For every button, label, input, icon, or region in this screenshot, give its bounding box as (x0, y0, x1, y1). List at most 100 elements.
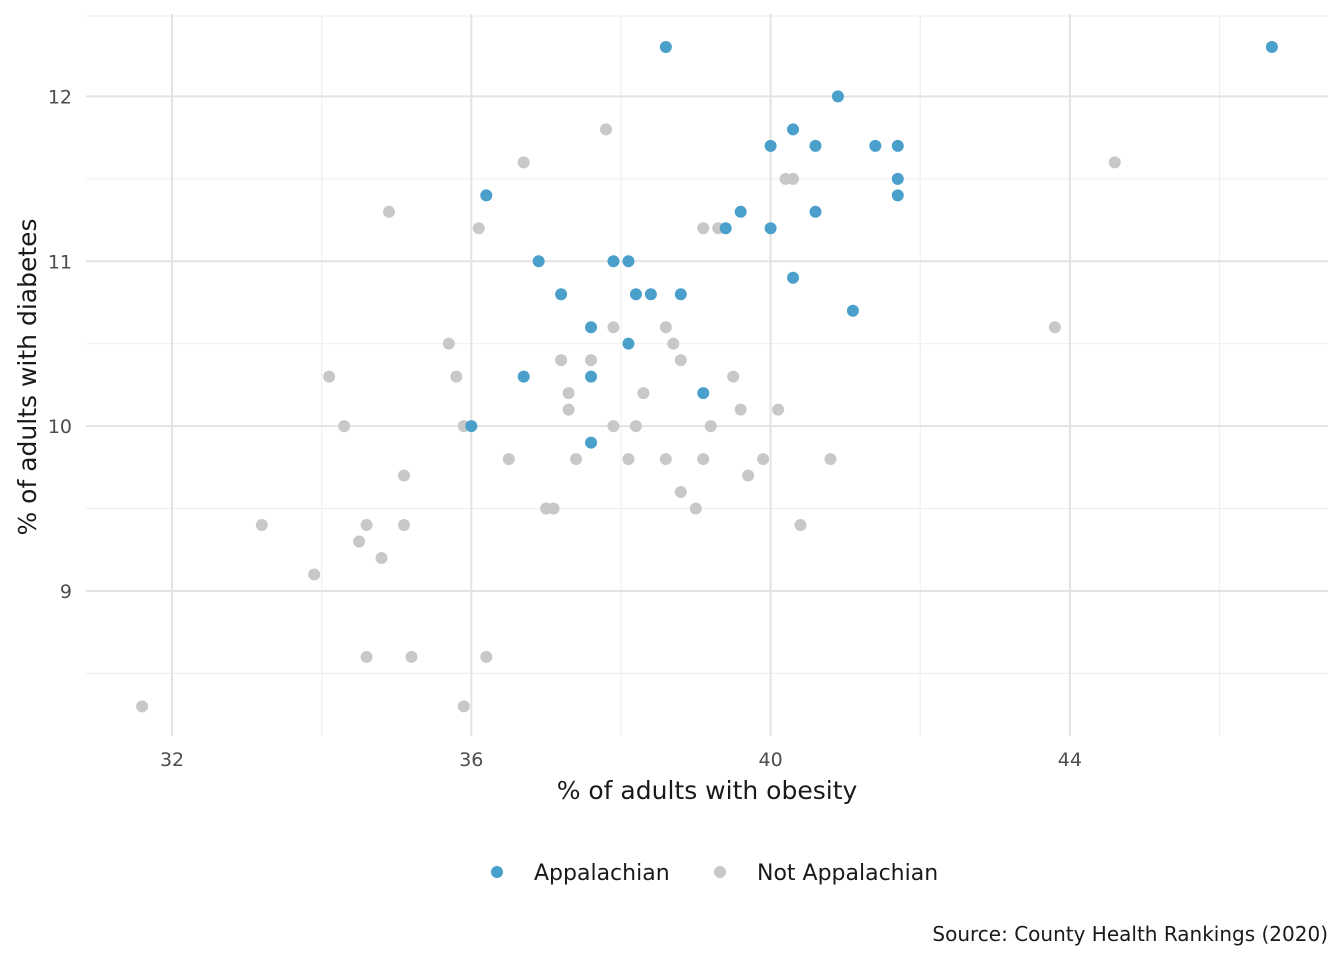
data-points (136, 40, 1278, 713)
point-appalachian (1265, 40, 1278, 53)
point-appalachian (869, 139, 882, 152)
point-not-appalachian (562, 387, 575, 400)
point-not-appalachian (689, 502, 702, 515)
point-appalachian (555, 288, 568, 301)
point-not-appalachian (742, 469, 755, 482)
point-not-appalachian (450, 370, 463, 383)
point-not-appalachian (674, 354, 687, 367)
legend-label-not-appalachian: Not Appalachian (757, 861, 938, 886)
point-not-appalachian (405, 650, 418, 663)
point-not-appalachian (457, 700, 470, 713)
point-not-appalachian (727, 370, 740, 383)
legend-label-appalachian: Appalachian (534, 861, 670, 886)
point-not-appalachian (674, 486, 687, 499)
x-tick-label: 32 (160, 749, 184, 771)
point-not-appalachian (1048, 321, 1061, 334)
point-not-appalachian (607, 321, 620, 334)
point-not-appalachian (323, 370, 336, 383)
point-appalachian (674, 288, 687, 301)
point-not-appalachian (397, 469, 410, 482)
point-not-appalachian (570, 453, 583, 466)
x-tick-label: 44 (1058, 749, 1082, 771)
tick-labels: 32 36 40 44 9 10 11 12 (48, 86, 1082, 771)
point-not-appalachian (629, 420, 642, 433)
y-tick-label: 11 (48, 251, 72, 273)
point-appalachian (764, 139, 777, 152)
point-appalachian (831, 90, 844, 103)
point-not-appalachian (338, 420, 351, 433)
x-axis-title: % of adults with obesity (557, 776, 858, 805)
point-appalachian (622, 255, 635, 268)
point-not-appalachian (824, 453, 837, 466)
point-appalachian (532, 255, 545, 268)
point-not-appalachian (787, 172, 800, 185)
point-not-appalachian (360, 519, 373, 532)
point-not-appalachian (562, 403, 575, 416)
point-appalachian (659, 40, 672, 53)
point-appalachian (891, 139, 904, 152)
point-not-appalachian (599, 123, 612, 136)
point-appalachian (809, 139, 822, 152)
y-tick-label: 12 (48, 86, 72, 108)
point-appalachian (607, 255, 620, 268)
x-tick-label: 40 (759, 749, 783, 771)
point-appalachian (891, 172, 904, 185)
y-axis-title: % of adults with diabetes (13, 218, 42, 535)
point-appalachian (585, 321, 598, 334)
point-appalachian (787, 271, 800, 284)
point-appalachian (764, 222, 777, 235)
point-not-appalachian (375, 551, 388, 564)
point-appalachian (644, 288, 657, 301)
point-not-appalachian (517, 156, 530, 169)
point-appalachian (719, 222, 732, 235)
point-appalachian (465, 420, 478, 433)
point-not-appalachian (697, 222, 710, 235)
point-not-appalachian (397, 519, 410, 532)
source-caption: Source: County Health Rankings (2020) (932, 922, 1328, 946)
legend: Appalachian Not Appalachian (491, 861, 938, 886)
y-tick-label: 10 (48, 416, 72, 438)
point-not-appalachian (607, 420, 620, 433)
point-not-appalachian (383, 205, 396, 218)
point-appalachian (697, 387, 710, 400)
point-not-appalachian (697, 453, 710, 466)
point-not-appalachian (136, 700, 149, 713)
point-not-appalachian (353, 535, 366, 548)
point-appalachian (891, 189, 904, 202)
point-appalachian (585, 436, 598, 449)
point-appalachian (629, 288, 642, 301)
legend-marker-appalachian (491, 866, 503, 878)
point-not-appalachian (1108, 156, 1121, 169)
point-not-appalachian (794, 519, 807, 532)
legend-marker-not-appalachian (714, 866, 726, 878)
point-not-appalachian (480, 650, 493, 663)
point-not-appalachian (734, 403, 747, 416)
point-not-appalachian (585, 354, 598, 367)
point-not-appalachian (555, 354, 568, 367)
point-not-appalachian (659, 321, 672, 334)
point-appalachian (846, 304, 859, 317)
point-not-appalachian (255, 519, 268, 532)
point-not-appalachian (704, 420, 717, 433)
point-not-appalachian (622, 453, 635, 466)
point-not-appalachian (637, 387, 650, 400)
point-not-appalachian (757, 453, 770, 466)
point-not-appalachian (667, 337, 680, 350)
point-not-appalachian (547, 502, 560, 515)
point-appalachian (809, 205, 822, 218)
point-appalachian (734, 205, 747, 218)
x-tick-label: 36 (459, 749, 483, 771)
point-appalachian (585, 370, 598, 383)
point-not-appalachian (308, 568, 321, 581)
point-appalachian (480, 189, 493, 202)
grid-lines (86, 14, 1328, 736)
point-not-appalachian (472, 222, 485, 235)
point-not-appalachian (502, 453, 515, 466)
point-not-appalachian (659, 453, 672, 466)
point-not-appalachian (360, 650, 373, 663)
point-appalachian (787, 123, 800, 136)
point-not-appalachian (442, 337, 455, 350)
point-appalachian (517, 370, 530, 383)
